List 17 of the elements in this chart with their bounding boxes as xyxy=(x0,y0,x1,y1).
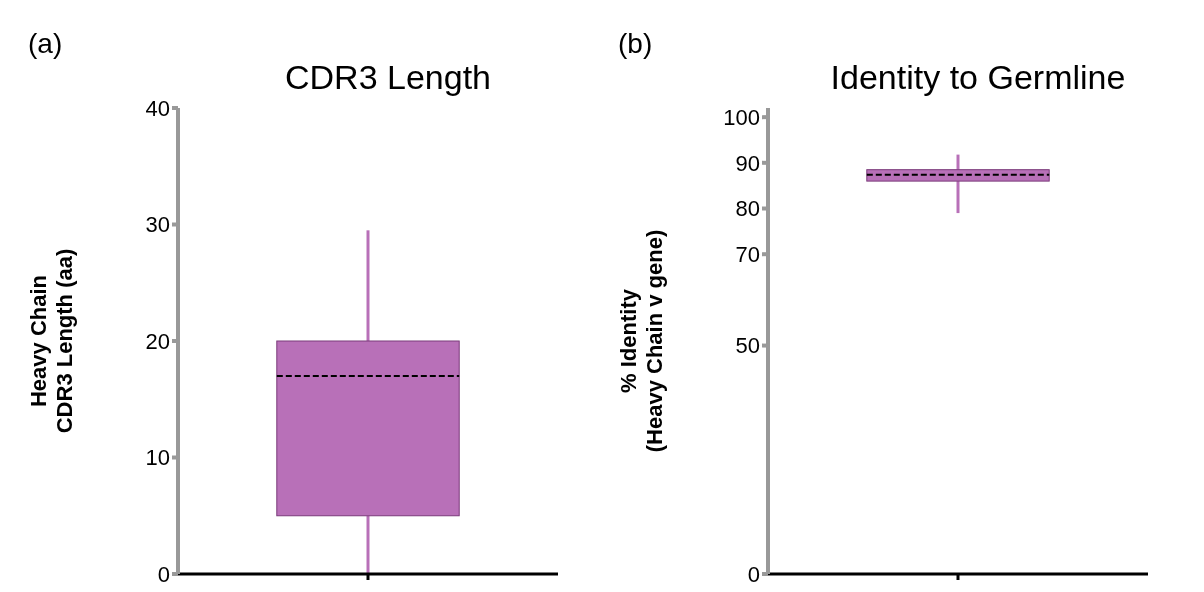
y-tick-label: 100 xyxy=(723,104,760,130)
chart-title: Identity to Germline xyxy=(829,58,1127,97)
text: (a) xyxy=(28,28,63,60)
y-tick-label: 50 xyxy=(735,333,760,359)
y-tick-label: 0 xyxy=(747,561,760,587)
y-tick-label: 10 xyxy=(145,445,170,471)
y-tick-label: 40 xyxy=(145,95,170,121)
y-axis-title: Heavy Chain CDR3 Length (aa) xyxy=(26,248,77,434)
y-axis-title: % Identity (Heavy Chain v gene) xyxy=(616,229,667,453)
chart-title: CDR3 Length xyxy=(284,58,492,97)
y-tick-label: 70 xyxy=(735,242,760,268)
y-tick-label: 90 xyxy=(735,150,760,176)
y-tick-label: 0 xyxy=(157,561,170,587)
y-tick-label: 20 xyxy=(145,328,170,354)
y-tick-label: 80 xyxy=(735,196,760,222)
text: (b) xyxy=(618,28,653,60)
y-tick-label: 30 xyxy=(145,212,170,238)
